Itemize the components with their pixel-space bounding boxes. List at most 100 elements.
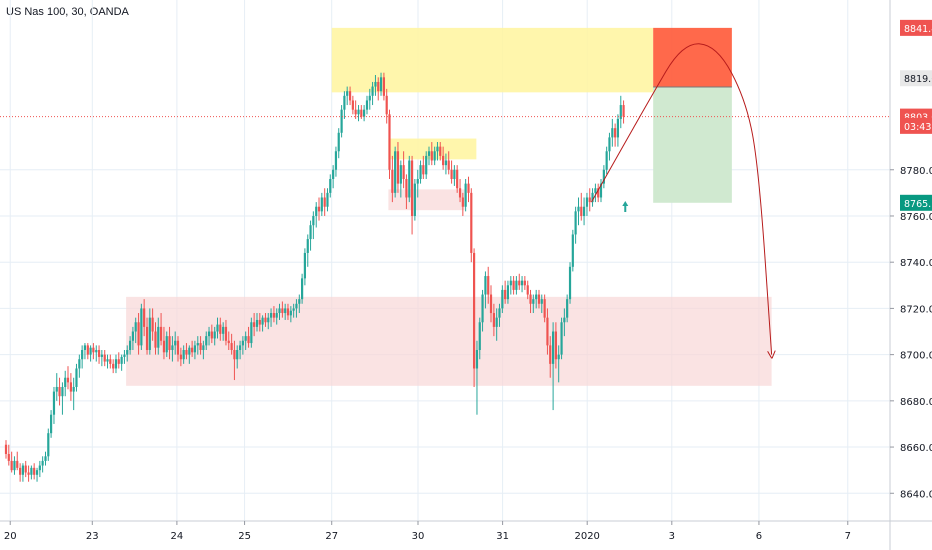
y-tick-label: 8780.0 (900, 166, 932, 177)
supply-zone (388, 138, 477, 160)
candle-body (470, 192, 473, 253)
candle-body (405, 179, 408, 198)
candle-up (599, 179, 603, 203)
candle-up (611, 118, 614, 147)
candle-body (165, 336, 168, 353)
candle-down (219, 317, 222, 341)
candle-body (103, 354, 106, 362)
candle-body (205, 336, 208, 346)
price-axis-bg (890, 0, 932, 550)
candle-up (566, 294, 569, 323)
candle-up (83, 343, 87, 360)
candle-down (33, 463, 36, 480)
up-arrow-marker (622, 201, 629, 213)
candle-up (244, 331, 247, 350)
candle-body (591, 192, 594, 203)
candle-up (532, 294, 535, 314)
candle-body (193, 345, 197, 353)
candle-body (224, 326, 228, 341)
candle-body (374, 81, 377, 87)
candle-body (312, 215, 315, 226)
candle-body (64, 377, 67, 387)
candle-down (402, 151, 405, 189)
candle-body (83, 345, 87, 350)
candle-up (222, 322, 225, 341)
candle-down (199, 336, 202, 355)
candle-body (334, 151, 338, 170)
candle-down (247, 326, 250, 348)
candle-body (456, 169, 459, 189)
price-label: 8819.6 (900, 70, 932, 87)
candle-down (614, 123, 617, 147)
candle-body (4, 444, 8, 454)
candle-body (323, 197, 326, 207)
candle-down (66, 366, 70, 390)
candle-down (210, 324, 213, 344)
candle-up (131, 326, 134, 350)
candle-body (247, 336, 250, 344)
candle-body (106, 359, 109, 362)
y-tick-label: 8680.0 (900, 397, 932, 408)
candle-up (346, 86, 349, 106)
candle-up (436, 142, 439, 161)
candle-down (137, 313, 140, 355)
candle-down (176, 336, 180, 362)
candle-down (442, 146, 445, 170)
candle-up (89, 345, 92, 362)
candle-up (75, 363, 78, 392)
candle-down (227, 331, 230, 350)
candle-up (49, 410, 53, 438)
candle-body (410, 160, 414, 216)
candle-up (498, 303, 501, 327)
candle-down (10, 451, 13, 473)
candle-body (399, 165, 402, 184)
candle-up (433, 146, 436, 166)
candle-down (360, 105, 363, 119)
candle-down (472, 248, 476, 387)
candle-body (391, 169, 394, 193)
candle-up (453, 165, 456, 186)
candle-body (614, 128, 617, 138)
candle-down (546, 308, 549, 355)
candle-body (332, 169, 335, 179)
candle-up (41, 456, 44, 473)
candle-up (306, 234, 309, 267)
candle-down (117, 352, 120, 369)
candle-body (317, 206, 321, 212)
candle-body (10, 460, 13, 471)
candle-body (49, 414, 53, 434)
candle-down (377, 77, 380, 101)
y-tick-label: 8640.0 (900, 489, 932, 500)
price-label-bg (900, 70, 932, 87)
candle-body (24, 465, 27, 473)
candle-body (402, 165, 405, 179)
price-label-text: 03:43 (904, 122, 931, 133)
candle-up (255, 313, 259, 332)
candle-body (196, 343, 199, 346)
candle-up (475, 340, 479, 415)
candle-body (326, 192, 329, 207)
candle-up (416, 169, 419, 198)
candle-up (616, 114, 620, 147)
candle-body (202, 345, 205, 350)
candle-up (165, 331, 168, 357)
candle-body (16, 460, 19, 468)
candle-body (222, 326, 225, 334)
candle-body (301, 278, 304, 300)
candle-up (619, 95, 622, 129)
supply-zone (331, 27, 654, 93)
candle-down (430, 142, 433, 166)
candle-up (574, 206, 577, 244)
candle-down (233, 340, 236, 381)
candle-up (413, 179, 416, 221)
candle-down (253, 313, 256, 337)
candle-body (363, 109, 366, 117)
candle-body (179, 354, 182, 360)
candle-body (512, 280, 515, 290)
candle-body (238, 345, 242, 350)
candle-body (585, 197, 589, 207)
chart-title: US Nas 100, 30, OANDA (6, 6, 129, 18)
candle-up (520, 276, 524, 293)
candle-up (72, 377, 75, 411)
